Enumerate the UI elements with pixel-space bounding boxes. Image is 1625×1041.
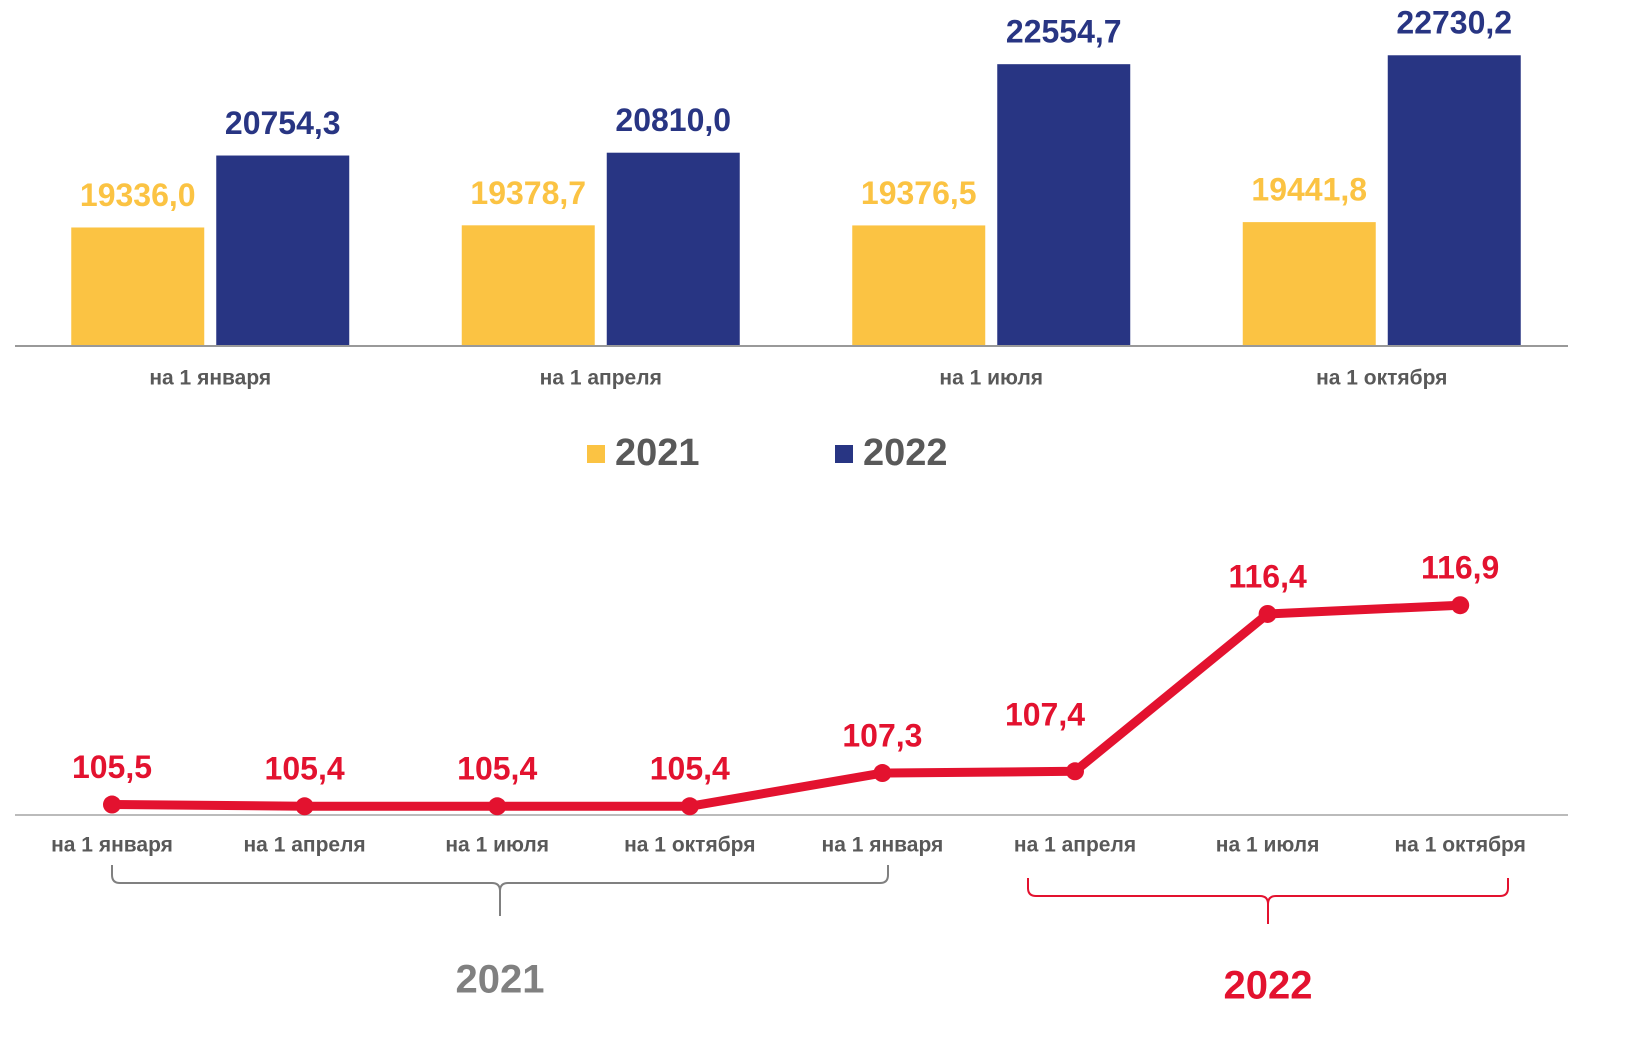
x-tick-label: на 1 октября — [1316, 367, 1447, 390]
x-tick-label: на 1 июля — [1216, 834, 1320, 857]
bar — [1387, 55, 1521, 347]
x-tick-label: на 1 января — [822, 834, 944, 857]
data-label: 105,4 — [457, 751, 537, 787]
group-label: 2022 — [1224, 964, 1313, 1008]
marker — [680, 797, 699, 816]
x-tick-label: на 1 апреля — [1014, 834, 1136, 857]
x-tick-label: на 1 октября — [1395, 834, 1526, 857]
legend-label: 2022 — [863, 432, 948, 474]
marker — [1451, 596, 1470, 615]
marker — [1258, 604, 1277, 623]
data-label: 22554,7 — [1006, 14, 1122, 50]
line — [111, 600, 1461, 811]
marker — [488, 797, 507, 816]
bar — [216, 155, 350, 346]
bar — [461, 225, 595, 346]
data-label: 19336,0 — [80, 177, 196, 213]
bar — [606, 152, 740, 346]
data-label: 20754,3 — [225, 105, 341, 141]
legend-swatch — [587, 445, 605, 463]
marker — [1066, 762, 1084, 781]
data-label: 105,4 — [265, 751, 345, 787]
data-label: 107,3 — [842, 717, 922, 753]
data-label: 22730,2 — [1396, 5, 1512, 41]
data-label: 116,4 — [1228, 558, 1307, 594]
data-label: 107,4 — [1005, 697, 1085, 733]
x-tick-label: на 1 апреля — [540, 367, 662, 390]
data-label: 19378,7 — [470, 175, 586, 211]
x-tick-label: на 1 января — [149, 367, 271, 390]
data-label: 20810,0 — [615, 102, 731, 138]
legend-swatch — [835, 445, 853, 463]
bar — [71, 227, 205, 346]
bracket-2022 — [1027, 878, 1509, 924]
bar — [997, 64, 1131, 346]
data-label: 105,5 — [72, 749, 152, 785]
x-tick-label: на 1 июля — [939, 367, 1043, 390]
marker — [103, 795, 121, 814]
bar — [852, 225, 986, 346]
group-label: 2021 — [456, 958, 545, 1002]
data-label: 105,4 — [650, 751, 730, 787]
x-tick-label: на 1 января — [51, 834, 173, 857]
legend-label: 2021 — [615, 432, 700, 474]
data-label: 19376,5 — [861, 175, 977, 211]
bracket-2021 — [111, 865, 889, 916]
bar — [1242, 222, 1376, 346]
marker — [873, 764, 892, 783]
data-label: 19441,8 — [1251, 172, 1367, 208]
x-tick-label: на 1 апреля — [244, 834, 366, 857]
data-label: 116,9 — [1421, 550, 1499, 586]
x-tick-label: на 1 июля — [445, 834, 549, 857]
x-tick-label: на 1 октября — [624, 834, 755, 857]
marker — [295, 797, 314, 816]
